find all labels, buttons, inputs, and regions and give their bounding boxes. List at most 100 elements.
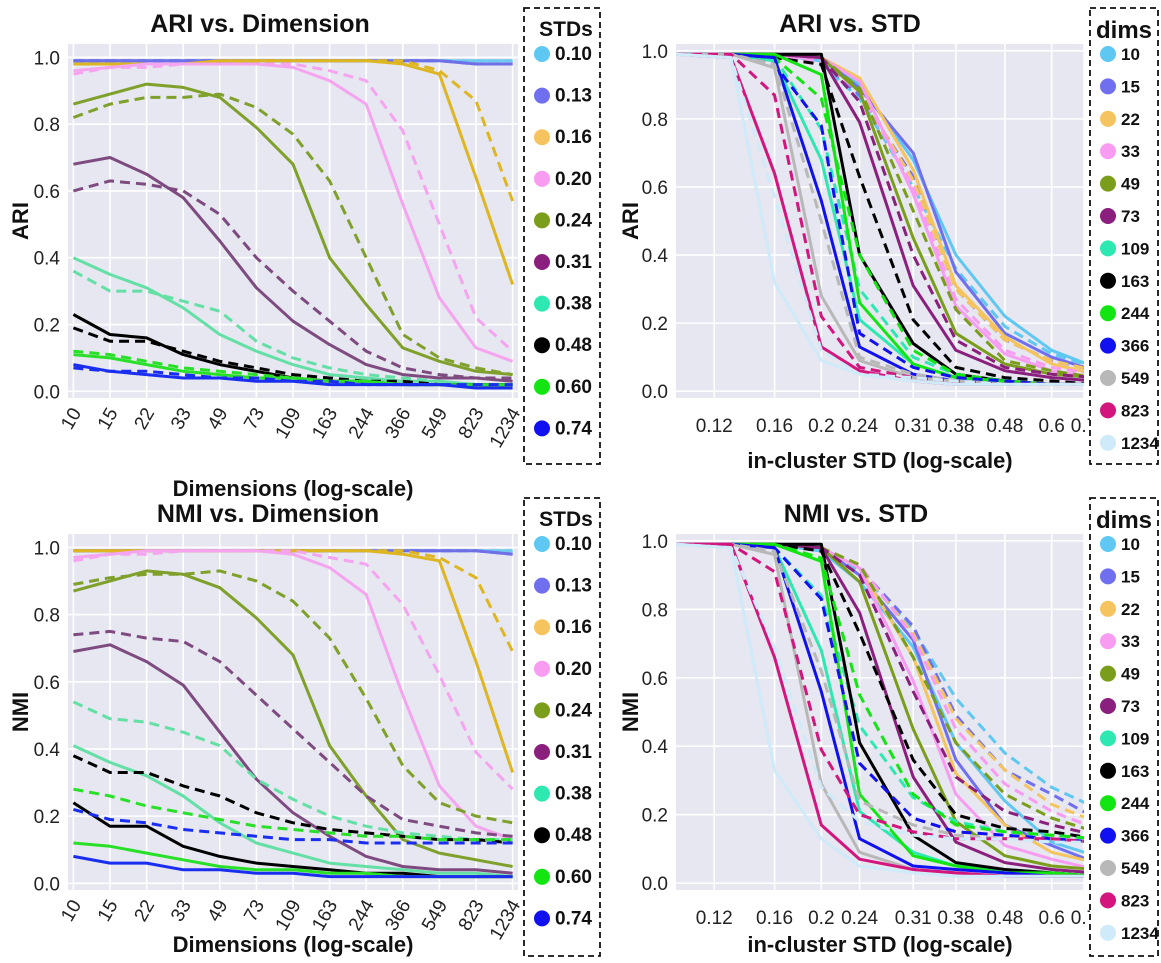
series-line-49-dashed [676, 542, 1084, 830]
x-tick-label: 549 [418, 897, 452, 935]
chart-panel-1: 0.0 0.2 0.4 0.6 0.8 1.0 10 15 22 33 49 73 109 163 244 3… [8, 10, 526, 501]
legend-marker [534, 536, 550, 552]
y-tick-label: 1.0 [34, 538, 60, 559]
legend-marker [1100, 633, 1116, 650]
y-axis-label: NMI [8, 692, 33, 732]
legend-label: 163 [1121, 762, 1149, 781]
legend-title: STDs [539, 18, 593, 41]
legend-label: 0.74 [555, 908, 592, 929]
y-tick-label: 0.0 [642, 874, 668, 895]
legend-label: 549 [1121, 369, 1149, 388]
legend-marker [1100, 78, 1116, 95]
series-line-0_31-dashed [73, 629, 513, 838]
x-tick-label: 549 [418, 405, 452, 443]
legend-label: 0.10 [555, 44, 592, 65]
x-tick-label: 49 [204, 405, 233, 434]
x-tick-label: 0.12 [696, 908, 733, 929]
legend-label: 33 [1121, 632, 1140, 651]
y-tick-label: 0.8 [642, 600, 668, 621]
series-group [676, 52, 1084, 386]
series-line-366-dashed [676, 542, 1084, 843]
legend-marker [1100, 240, 1116, 257]
legend-label: 1234 [1121, 924, 1159, 943]
series-line-1234-dashed [676, 52, 1084, 386]
legend-title: dims [1096, 507, 1152, 534]
legend-marker [534, 212, 550, 229]
legend-label: 49 [1121, 175, 1140, 194]
legend-label: 0.13 [555, 576, 592, 597]
x-tick-label: 0.16 [756, 908, 793, 929]
series-line-73-dashed [676, 542, 1084, 835]
legend-marker [534, 827, 550, 844]
x-tick-label: 15 [94, 405, 123, 434]
legend-marker [1100, 536, 1116, 552]
series-line-0_20-solid [73, 62, 514, 363]
x-tick-label: 10 [57, 897, 86, 926]
series-group [72, 549, 515, 879]
legend-title: STDs [539, 508, 593, 531]
series-line-244-dashed [676, 542, 1084, 840]
series-line-823-dashed [676, 542, 1084, 843]
legend-label: 0.31 [555, 252, 592, 273]
y-tick-label: 0.2 [642, 314, 668, 335]
legend-label: 0.38 [555, 294, 592, 315]
series-line-0_48-dashed [72, 754, 513, 845]
legend-marker [534, 744, 550, 760]
legend-marker [1100, 370, 1116, 386]
series-line-0_60-dashed [73, 787, 513, 842]
x-axis-label: Dimensions (log-scale) [173, 932, 414, 957]
legend-label: 823 [1121, 891, 1149, 910]
y-tick-label: 0.6 [34, 673, 60, 694]
series-line-0_38-dashed [72, 269, 513, 387]
series-line-163-dashed [676, 542, 1084, 839]
legend-title: dims [1096, 17, 1152, 44]
legend-label: 0.38 [555, 784, 592, 805]
x-tick-label: 0.16 [756, 416, 793, 437]
series-line-0_74-dashed [73, 807, 513, 845]
legend-label: 0.13 [555, 86, 592, 107]
legend-marker [534, 785, 550, 802]
x-tick-label: 0.31 [895, 908, 932, 929]
legend-label: 10 [1121, 535, 1140, 554]
legend-marker [534, 868, 550, 885]
x-tick-label: 244 [345, 404, 379, 442]
legend-marker [1100, 795, 1116, 812]
legend-marker [534, 910, 550, 927]
series-line-0_31-solid [73, 156, 513, 383]
legend-marker [1100, 600, 1116, 617]
chart-panel-4: 0.0 0.2 0.4 0.6 0.8 1.0 0.12 0.16 0.2 0.24 0.31 0.3… [618, 500, 1097, 957]
series-line-10-dashed [676, 52, 1084, 366]
legend-label: 22 [1121, 600, 1140, 619]
x-tick-label: 0.6 [1038, 908, 1064, 929]
legend-label: 0.20 [555, 659, 592, 680]
legend-marker [1100, 434, 1116, 451]
x-tick-label: 73 [240, 897, 269, 926]
legend-label: 549 [1121, 859, 1149, 878]
series-line-0_74-solid [73, 854, 513, 879]
legend-label: 10 [1121, 45, 1140, 64]
series-line-549-dashed [676, 542, 1084, 843]
x-axis-label: in-cluster STD (log-scale) [747, 932, 1012, 957]
chart-panel-2: 0.0 0.2 0.4 0.6 0.8 1.0 0.12 0.16 0.2 0.24 0.31 0.3… [618, 10, 1097, 473]
x-tick-label: 823 [455, 405, 489, 443]
legend-marker [534, 337, 550, 354]
legend-label: 0.48 [555, 335, 592, 356]
series-line-823-dashed [676, 52, 1084, 386]
legend-label: 15 [1121, 567, 1140, 586]
legend-marker [1100, 730, 1116, 747]
x-tick-label: 22 [131, 405, 160, 434]
series-line-0_31-dashed [73, 179, 513, 380]
x-tick-label: 0.38 [937, 908, 974, 929]
chart-title: NMI vs. STD [784, 500, 928, 528]
x-tick-label: 0.38 [937, 416, 974, 437]
legend-frame [1089, 7, 1159, 465]
y-tick-label: 1.0 [642, 532, 668, 553]
legend-label: 1234 [1121, 434, 1159, 453]
legend-label: 109 [1121, 729, 1149, 748]
legend-marker [1100, 924, 1116, 941]
series-line-0_20-dashed [73, 62, 514, 353]
legend-marker [534, 702, 550, 719]
series-line-1234-solid [676, 542, 1084, 878]
legend-label: 73 [1121, 697, 1140, 716]
